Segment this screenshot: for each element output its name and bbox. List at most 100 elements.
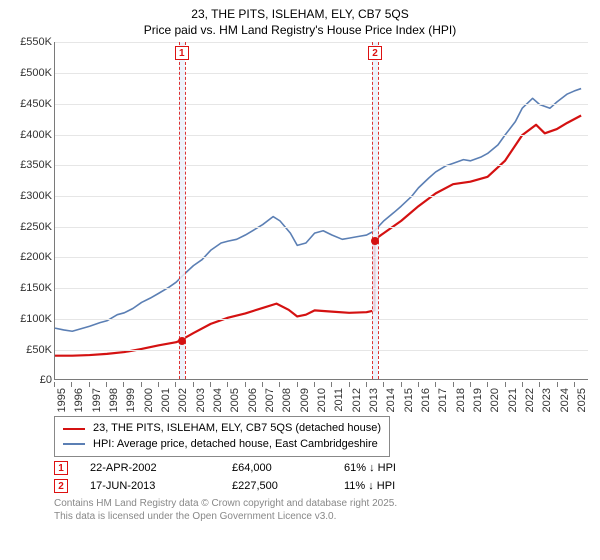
x-tick-label: 2004: [212, 388, 224, 412]
x-tick-label: 2014: [385, 388, 397, 412]
y-tick-label: £500K: [20, 67, 52, 79]
gridline-h: [55, 165, 588, 166]
x-tick-label: 2017: [437, 388, 449, 412]
y-tick-label: £250K: [20, 221, 52, 233]
legend-swatch-hpi: [63, 443, 85, 445]
fineprint-line-1: Contains HM Land Registry data © Crown c…: [54, 497, 592, 510]
x-tickmark: [314, 382, 315, 387]
plot-area: 12: [54, 42, 588, 380]
x-tickmark: [435, 382, 436, 387]
sale-band-edge: [372, 42, 373, 379]
x-tickmark: [89, 382, 90, 387]
x-tickmark: [522, 382, 523, 387]
x-tick-label: 2024: [559, 388, 571, 412]
event-marker-2: 2: [54, 479, 68, 493]
x-tickmark: [106, 382, 107, 387]
legend-label-price-paid: 23, THE PITS, ISLEHAM, ELY, CB7 5QS (det…: [93, 421, 381, 436]
y-tick-label: £550K: [20, 36, 52, 48]
x-tick-label: 2009: [299, 388, 311, 412]
legend-label-hpi: HPI: Average price, detached house, East…: [93, 437, 378, 452]
y-tick-label: £0: [40, 374, 52, 386]
title-block: 23, THE PITS, ISLEHAM, ELY, CB7 5QS Pric…: [8, 6, 592, 38]
x-tickmark: [297, 382, 298, 387]
x-tick-label: 2000: [143, 388, 155, 412]
chart-lines-svg: [55, 42, 588, 379]
event-price-1: £64,000: [232, 462, 322, 474]
y-tick-label: £450K: [20, 98, 52, 110]
gridline-h: [55, 288, 588, 289]
sale-marker-box: 2: [368, 46, 382, 60]
x-tickmark: [349, 382, 350, 387]
x-tick-label: 1997: [91, 388, 103, 412]
x-tick-label: 2010: [316, 388, 328, 412]
x-axis: 1995199619971998199920002001200220032004…: [54, 382, 588, 414]
x-tickmark: [366, 382, 367, 387]
x-tick-label: 2008: [281, 388, 293, 412]
y-tick-label: £100K: [20, 313, 52, 325]
x-tick-label: 2016: [420, 388, 432, 412]
x-tickmark: [175, 382, 176, 387]
gridline-h: [55, 196, 588, 197]
y-tick-label: £50K: [26, 344, 52, 356]
gridline-h: [55, 135, 588, 136]
y-tick-label: £150K: [20, 282, 52, 294]
gridline-h: [55, 73, 588, 74]
x-tick-label: 2005: [229, 388, 241, 412]
x-tickmark: [227, 382, 228, 387]
x-tickmark: [158, 382, 159, 387]
event-row-1: 1 22-APR-2002 £64,000 61% ↓ HPI: [54, 461, 592, 475]
y-tick-label: £400K: [20, 129, 52, 141]
x-tick-label: 1999: [125, 388, 137, 412]
chart-container: 23, THE PITS, ISLEHAM, ELY, CB7 5QS Pric…: [0, 0, 600, 560]
event-delta-2: 11% ↓ HPI: [344, 480, 395, 492]
x-tick-label: 2018: [455, 388, 467, 412]
fineprint: Contains HM Land Registry data © Crown c…: [54, 497, 592, 523]
sale-point-dot: [371, 237, 379, 245]
chart-area: £0 £50K £100K £150K £200K £250K £300K £350K £400…: [8, 42, 592, 414]
x-tick-label: 2022: [524, 388, 536, 412]
x-tick-label: 2006: [247, 388, 259, 412]
x-tickmark: [505, 382, 506, 387]
gridline-h: [55, 350, 588, 351]
x-tick-label: 2012: [351, 388, 363, 412]
gridline-h: [55, 227, 588, 228]
events-table: 1 22-APR-2002 £64,000 61% ↓ HPI 2 17-JUN…: [54, 461, 592, 493]
gridline-h: [55, 42, 588, 43]
event-row-2: 2 17-JUN-2013 £227,500 11% ↓ HPI: [54, 479, 592, 493]
series-line-hpi: [55, 89, 581, 332]
x-tick-label: 2011: [333, 388, 345, 412]
x-tick-label: 2020: [489, 388, 501, 412]
x-tickmark: [210, 382, 211, 387]
x-tick-label: 2023: [541, 388, 553, 412]
series-line-price_paid: [55, 116, 581, 356]
y-tick-label: £200K: [20, 251, 52, 263]
y-tick-label: £300K: [20, 190, 52, 202]
x-tick-label: 2021: [507, 388, 519, 412]
x-tickmark: [245, 382, 246, 387]
sale-band-edge: [179, 42, 180, 379]
x-tickmark: [123, 382, 124, 387]
x-tickmark: [141, 382, 142, 387]
x-tick-label: 2002: [177, 388, 189, 412]
y-tick-label: £350K: [20, 159, 52, 171]
x-tickmark: [71, 382, 72, 387]
gridline-h: [55, 257, 588, 258]
event-date-2: 17-JUN-2013: [90, 480, 210, 492]
x-tickmark: [193, 382, 194, 387]
y-axis: £0£50K£100K£150K£200K£250K£300K£350K£400…: [8, 42, 54, 380]
x-tickmark: [487, 382, 488, 387]
x-tickmark: [383, 382, 384, 387]
legend-box: 23, THE PITS, ISLEHAM, ELY, CB7 5QS (det…: [54, 416, 390, 457]
event-price-2: £227,500: [232, 480, 322, 492]
x-tickmark: [453, 382, 454, 387]
event-marker-1: 1: [54, 461, 68, 475]
fineprint-line-2: This data is licensed under the Open Gov…: [54, 510, 592, 523]
x-tickmark: [574, 382, 575, 387]
x-tickmark: [557, 382, 558, 387]
event-delta-1: 61% ↓ HPI: [344, 462, 396, 474]
sale-point-dot: [178, 337, 186, 345]
x-tick-label: 2007: [264, 388, 276, 412]
x-tickmark: [279, 382, 280, 387]
x-tick-label: 1995: [56, 388, 68, 412]
title-line-1: 23, THE PITS, ISLEHAM, ELY, CB7 5QS: [8, 6, 592, 22]
